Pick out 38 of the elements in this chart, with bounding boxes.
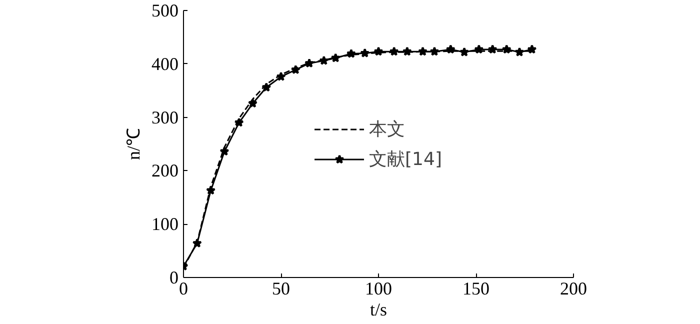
legend-label: 文献[14] (369, 148, 442, 170)
point (248, 98, 258, 108)
y-tick-label: 400 (152, 54, 178, 74)
y-tick-label: 500 (152, 0, 178, 20)
point (374, 46, 384, 56)
point (346, 48, 356, 58)
y-tick-label: 200 (152, 160, 178, 181)
point (514, 47, 524, 56)
point (192, 238, 202, 248)
point (360, 48, 370, 58)
point (474, 44, 484, 54)
point (262, 82, 272, 92)
point (220, 146, 230, 156)
x-axis-title: t/s (370, 300, 388, 320)
legend-label: 本文 (369, 118, 406, 140)
point (502, 44, 512, 54)
point (430, 46, 440, 56)
point (319, 56, 329, 65)
y-tick-label: 300 (152, 107, 178, 128)
point (330, 53, 340, 62)
point (402, 46, 412, 56)
point (206, 185, 216, 195)
point (446, 44, 456, 54)
point (488, 44, 498, 54)
point (527, 44, 537, 54)
x-tick-label: 100 (365, 278, 392, 298)
point (304, 58, 314, 68)
point (234, 118, 244, 127)
point (459, 47, 470, 56)
x-tick-label: 150 (462, 278, 490, 298)
point (418, 46, 428, 56)
x-tick-label: 200 (560, 278, 587, 298)
y-axis-title: n/℃ (124, 128, 144, 160)
x-tick-label: 50 (272, 278, 290, 298)
point (276, 72, 286, 81)
y-tick-label: 100 (152, 214, 178, 234)
point (389, 46, 399, 56)
point (290, 64, 300, 74)
